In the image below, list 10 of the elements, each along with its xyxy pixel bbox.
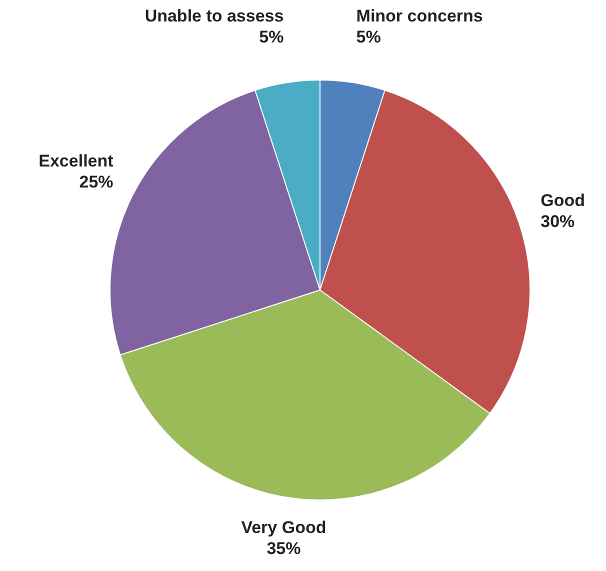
slice-label: Good — [540, 190, 586, 210]
slice-label: Excellent — [38, 152, 114, 171]
data-label: 5% — [259, 27, 284, 46]
slice-label: Minor concerns — [356, 6, 483, 26]
data-label: 35% — [266, 539, 301, 558]
data-label: 30% — [540, 212, 575, 231]
data-label: 25% — [79, 172, 114, 192]
slice-label: Very Good — [241, 518, 326, 538]
slice-label: Unable to assess — [144, 6, 284, 26]
data-label: 5% — [356, 27, 381, 46]
